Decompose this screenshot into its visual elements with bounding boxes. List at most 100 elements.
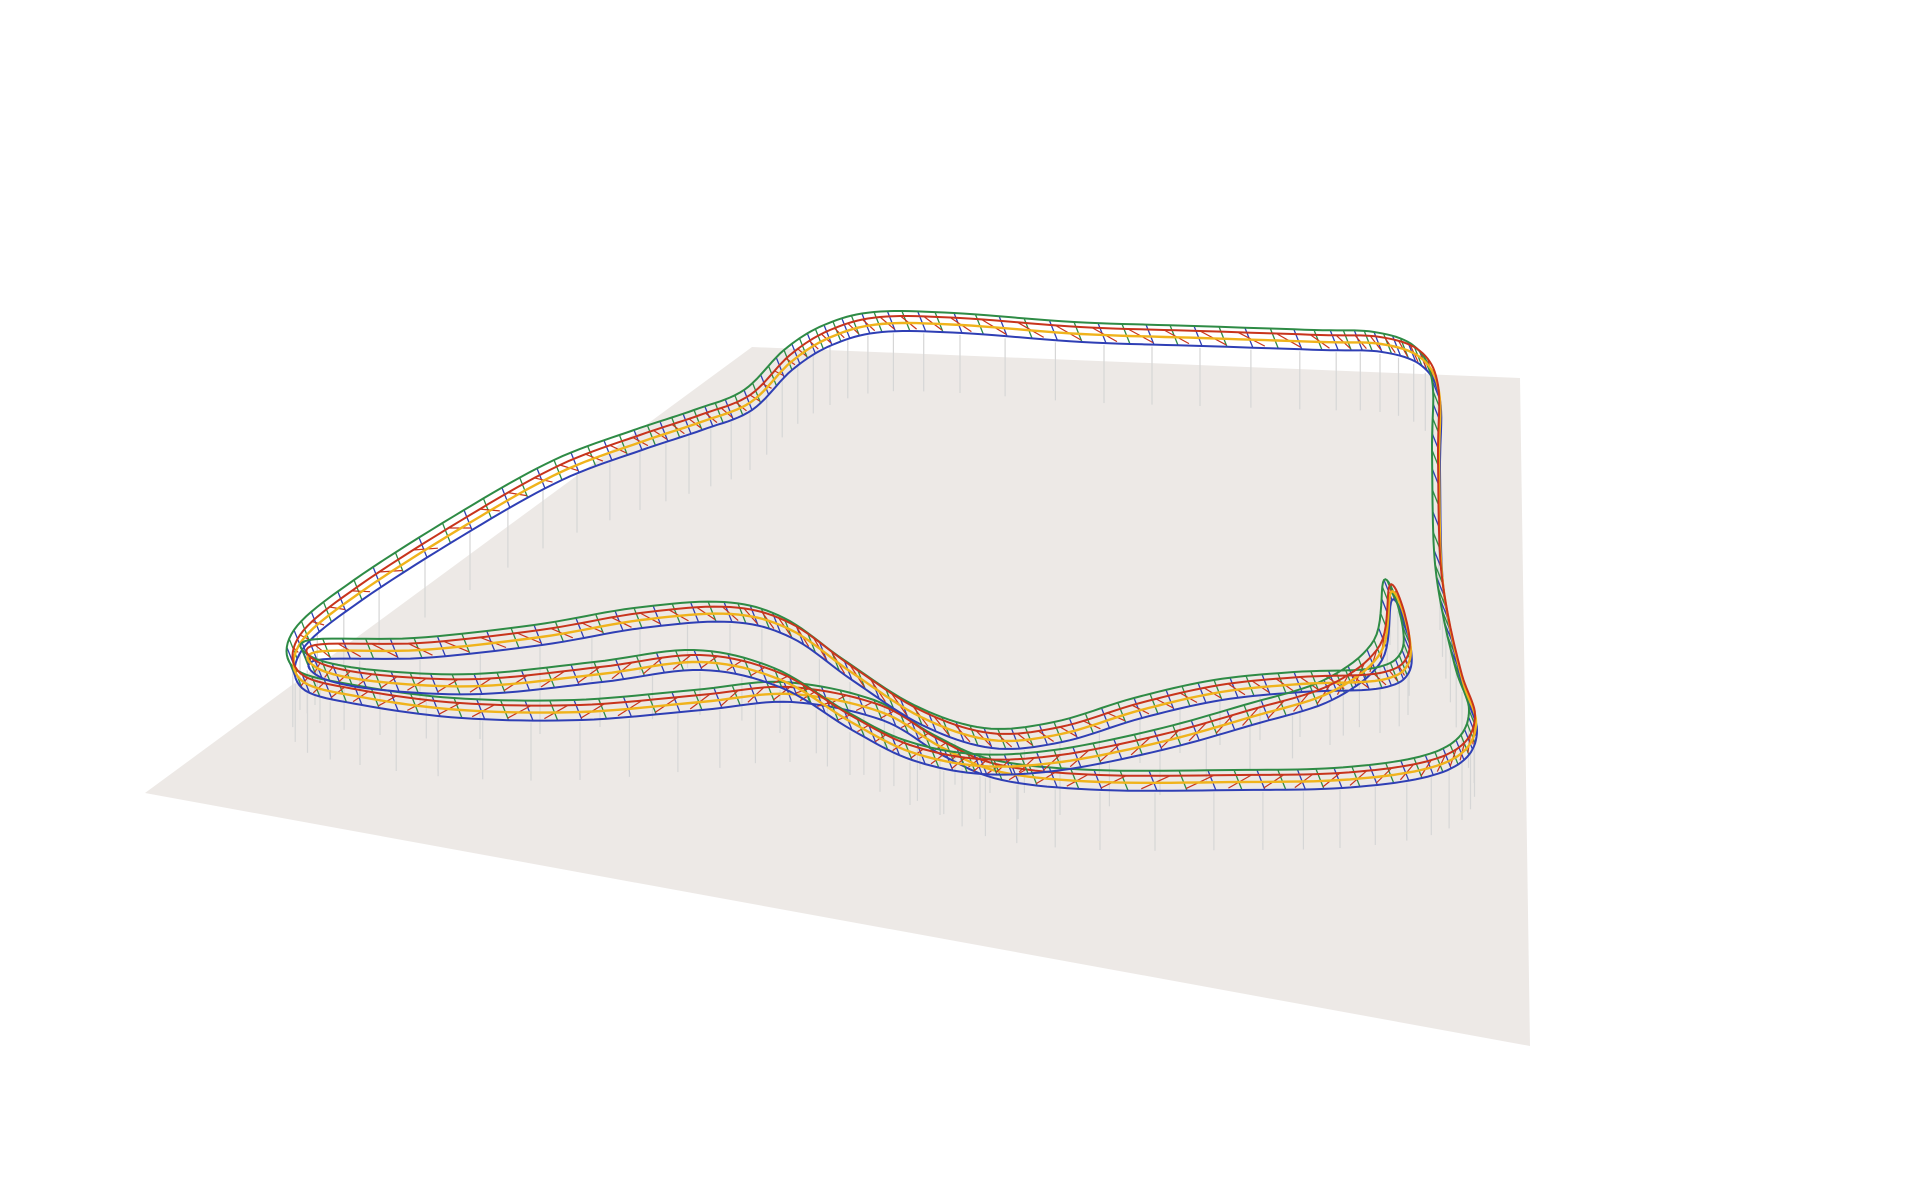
outer-loop-strut — [1315, 768, 1325, 790]
inner-swoop-strut — [364, 638, 375, 660]
outer-loop-strut — [713, 687, 723, 709]
inner-swoop-strut — [1382, 665, 1393, 686]
inner-swoop-strut — [1208, 714, 1218, 736]
outer-loop-strut — [1351, 766, 1361, 787]
outer-loop-strut — [1148, 770, 1158, 792]
inner-swoop-strut — [1072, 746, 1082, 768]
inner-swoop-strut — [1149, 693, 1159, 715]
inner-swoop-strut — [1261, 674, 1271, 695]
outer-loop-strut — [841, 318, 851, 339]
outer-loop-strut — [917, 311, 927, 332]
outer-loop-strut — [1293, 329, 1303, 350]
outer-loop-strut — [775, 357, 785, 378]
inner-swoop-strut — [710, 651, 721, 672]
outer-loop-strut — [501, 487, 511, 508]
outer-loop-strut — [861, 313, 871, 334]
outer-loop-strut — [499, 699, 510, 721]
outer-loop-strut — [1048, 320, 1059, 341]
inner-swoop-strut — [737, 603, 747, 624]
outer-loop-strut — [832, 321, 842, 342]
outer-loop-strut — [1434, 751, 1444, 773]
outer-loop-strut — [791, 343, 801, 365]
outer-loop-strut — [783, 681, 793, 703]
outer-loop-strut — [549, 700, 559, 721]
inner-swoop-strut — [1310, 670, 1320, 692]
inner-swoop-strut — [1394, 659, 1405, 680]
outer-loop-strut — [767, 365, 778, 387]
outer-loop-strut — [659, 421, 669, 442]
outer-loop-strut — [409, 693, 420, 715]
inner-swoop-strut — [1190, 720, 1200, 741]
outer-loop-strut — [1353, 330, 1363, 351]
inner-swoop-strut — [520, 670, 531, 691]
outer-loop-strut — [1093, 769, 1103, 791]
inner-swoop-strut — [1100, 707, 1111, 729]
inner-swoop-strut — [1019, 753, 1029, 774]
outer-loop-strut — [850, 315, 861, 336]
inner-swoop-strut — [1117, 702, 1127, 723]
inner-swoop-strut — [545, 667, 556, 688]
inner-swoop-strut — [1153, 729, 1163, 751]
inner-swoop-strut — [533, 624, 543, 646]
outer-loop-strut — [1119, 770, 1129, 791]
outer-loop-strut — [1363, 330, 1373, 352]
inner-swoop-strut — [1068, 718, 1079, 739]
outer-loop-strut — [1145, 324, 1155, 345]
inner-swoop-strut — [1243, 704, 1253, 726]
inner-swoop-strut — [570, 664, 580, 685]
outer-loop-strut — [1413, 757, 1423, 779]
inner-swoop-strut — [595, 613, 605, 635]
outer-loop-strut — [453, 697, 463, 719]
inner-swoop-lower-rail — [307, 598, 1413, 776]
outer-loop-strut — [647, 694, 657, 715]
outer-loop-strut — [441, 522, 452, 544]
outer-loop-strut — [693, 689, 703, 711]
inner-swoop-strut — [1165, 689, 1175, 711]
outer-loop-strut — [1269, 328, 1279, 349]
outer-loop-strut — [1455, 739, 1465, 761]
outer-loop-strut — [418, 537, 428, 558]
outer-loop-strut — [1218, 326, 1228, 348]
inner-swoop-strut — [1053, 749, 1063, 771]
inner-swoop-strut — [308, 639, 318, 661]
inner-swoop-strut — [390, 671, 400, 692]
outer-loop-strut — [682, 413, 692, 435]
coaster-track — [285, 310, 1479, 792]
outer-loop-strut — [310, 611, 320, 633]
inner-swoop-strut — [674, 650, 685, 671]
inner-swoop-center-rail — [306, 589, 1413, 768]
outer-loop-strut — [476, 699, 486, 720]
inner-swoop-strut — [473, 673, 483, 695]
inner-swoop-strut — [1133, 734, 1143, 755]
outer-loop-strut — [618, 434, 629, 456]
inner-swoop-strut — [707, 601, 717, 622]
inner-swoop-strut — [357, 667, 368, 689]
inner-swoop-strut — [451, 674, 461, 695]
inner-swoop-strut — [1092, 743, 1102, 764]
outer-loop-strut — [1368, 764, 1378, 786]
inner-swoop-strut — [633, 607, 643, 629]
inner-swoop-strut — [1213, 679, 1223, 701]
outer-loop-strut — [394, 552, 405, 573]
outer-loop-strut — [337, 591, 347, 612]
outer-loop-strut — [1385, 762, 1395, 784]
outer-loop-strut — [765, 681, 776, 703]
outer-loop-strut — [1207, 770, 1217, 791]
outer-loop-strut — [1400, 760, 1410, 781]
inner-swoop-strut — [1277, 695, 1287, 716]
outer-loop-strut — [372, 566, 382, 588]
outer-loop-strut — [1233, 769, 1243, 791]
inner-swoop-strut — [593, 661, 603, 683]
outer-loop-strut — [934, 311, 944, 333]
outer-loop-strut — [693, 409, 703, 431]
outer-loop-strut — [1277, 769, 1287, 790]
outer-loop-strut — [431, 695, 441, 717]
inner-swoop-strut — [1024, 726, 1034, 748]
inner-swoop-strut — [1172, 725, 1182, 746]
outer-loop-strut — [353, 579, 363, 601]
inner-swoop-strut — [1035, 751, 1046, 773]
outer-loop-strut — [1256, 769, 1266, 791]
outer-loop-strut — [300, 620, 311, 642]
inner-swoop-strut — [997, 728, 1007, 750]
